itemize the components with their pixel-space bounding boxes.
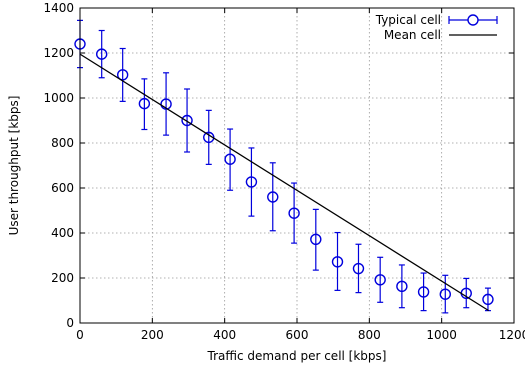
y-tick-label: 0 (66, 316, 74, 330)
x-tick-label: 1000 (426, 328, 457, 342)
y-tick-label: 200 (51, 271, 74, 285)
data-point (374, 274, 386, 286)
data-point (116, 69, 129, 81)
y-tick-label: 800 (51, 136, 74, 150)
x-tick-label: 600 (286, 328, 309, 342)
x-tick-label: 400 (213, 328, 236, 342)
axis-ticks: 0 200 400 600 800 1000 1200 0 200 400 600 800 1000 12… (43, 1, 525, 342)
x-axis-title: Traffic demand per cell [kbps] (207, 349, 387, 363)
data-point (396, 280, 408, 293)
data-point (439, 288, 451, 300)
plot-data (74, 19, 494, 314)
data-point (138, 97, 151, 110)
data-point (288, 207, 300, 219)
data-point (95, 48, 108, 60)
y-tick-label: 1200 (43, 46, 74, 60)
data-point (245, 176, 258, 188)
data-point (482, 293, 494, 306)
y-tick-label: 1000 (43, 91, 74, 105)
data-point (224, 153, 236, 165)
legend-sample-typical-cell (448, 14, 498, 26)
legend-label-mean-cell: Mean cell (384, 28, 441, 42)
x-tick-label: 200 (141, 328, 164, 342)
x-tick-label: 1200 (499, 328, 525, 342)
legend-label-typical-cell: Typical cell (375, 13, 441, 27)
data-point (181, 114, 193, 127)
data-point (267, 191, 279, 203)
grid (80, 8, 514, 323)
data-point (160, 98, 172, 110)
data-point (417, 286, 430, 298)
x-tick-label: 800 (358, 328, 381, 342)
mean-cell-line (79, 53, 490, 312)
data-point (352, 262, 365, 275)
y-tick-label: 1400 (43, 1, 74, 15)
data-point (331, 256, 344, 268)
y-tick-label: 400 (51, 226, 74, 240)
y-axis-title: User throughput [kbps] (7, 96, 21, 236)
x-tick-label: 0 (76, 328, 84, 342)
data-point (310, 233, 322, 246)
legend-marker-typical-cell (467, 14, 479, 26)
y-tick-label: 600 (51, 181, 74, 195)
legend: Typical cell Mean cell (375, 13, 498, 42)
